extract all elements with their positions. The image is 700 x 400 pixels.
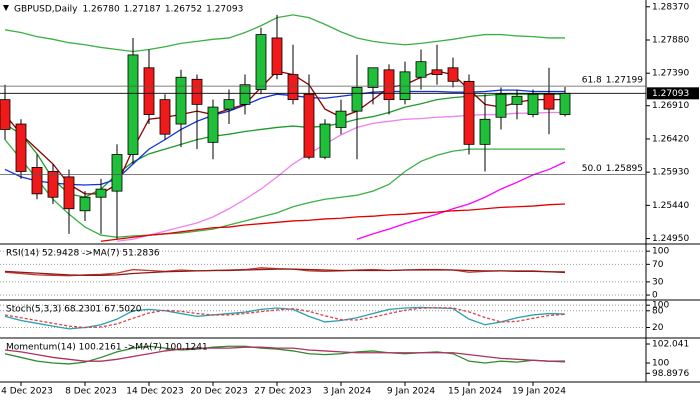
y-tick-label: 1.27390 — [652, 69, 689, 79]
y-tick-label: 20 — [652, 323, 664, 333]
candle-body — [207, 106, 219, 143]
y-tick-label: 100 — [652, 359, 669, 369]
candle-body — [463, 80, 475, 145]
indicator-line — [4, 345, 566, 365]
last-price-label: 1.27093 — [652, 89, 689, 99]
candle-body — [399, 71, 411, 101]
candle-body — [111, 154, 123, 192]
y-tick-label: 100 — [652, 247, 669, 257]
candle-body — [511, 95, 523, 105]
candle-body — [495, 93, 507, 118]
candle-body — [95, 188, 107, 198]
indicator-line — [100, 203, 566, 242]
candle-body — [543, 93, 555, 110]
candle-body — [271, 37, 283, 75]
candle-body — [127, 54, 139, 155]
candle-body — [383, 69, 395, 101]
indicator-line — [116, 111, 565, 242]
fib-label: 61.8 — [582, 76, 602, 86]
candle-body — [527, 93, 539, 115]
candle-body — [255, 34, 267, 90]
y-tick-label: 30 — [652, 277, 664, 287]
x-tick-label: 14 Dec 2023 — [126, 387, 184, 397]
x-tick-label: 8 Dec 2023 — [65, 387, 117, 397]
y-tick-label: 70 — [652, 260, 664, 270]
ohlc-label: 1.27187 — [124, 5, 161, 15]
x-tick-label: 9 Jan 2024 — [387, 387, 435, 397]
panel-title: Momentum(14) 100.2161 ->MA(7) 100.1241 — [6, 343, 208, 353]
candle-body — [431, 69, 443, 75]
candle-body — [31, 167, 43, 195]
candle-body — [287, 74, 299, 101]
y-tick-label: 1.25930 — [652, 168, 689, 178]
candle-body — [47, 171, 59, 198]
y-tick-label: 80 — [652, 306, 664, 316]
candle-body — [15, 123, 27, 172]
candle-body — [0, 99, 11, 130]
x-tick-label: 15 Jan 2024 — [448, 387, 502, 397]
candle-body — [223, 99, 235, 110]
x-tick-label: 4 Dec 2023 — [1, 387, 53, 397]
candle-body — [447, 67, 459, 82]
y-tick-label: 0 — [652, 291, 658, 301]
fib-label: 50.0 — [582, 164, 602, 174]
y-tick-label: 1.24950 — [652, 234, 689, 244]
y-tick-label: 1.25440 — [652, 201, 689, 211]
indicator-line — [4, 268, 566, 276]
candle-body — [63, 176, 75, 210]
candle-body — [367, 67, 379, 88]
y-tick-label: 1.27880 — [652, 35, 689, 45]
ohlc-label: 1.26752 — [165, 5, 202, 15]
y-tick-label: 100 — [652, 301, 669, 311]
y-tick-label: 98.8976 — [652, 369, 689, 379]
panel-title: Stoch(5,3,3) 68.2301 67.5020 — [6, 305, 142, 315]
candle-body — [159, 99, 171, 135]
candle-body — [239, 84, 251, 105]
indicator-line — [4, 139, 565, 238]
fib-value: 1.27199 — [606, 76, 643, 86]
candle-body — [143, 67, 155, 115]
title-icon — [3, 5, 9, 11]
y-tick-label: 1.26420 — [652, 134, 689, 144]
x-tick-label: 3 Jan 2024 — [323, 387, 371, 397]
x-tick-label: 19 Jan 2024 — [512, 387, 566, 397]
candle-body — [319, 123, 331, 158]
panel-title: RSI(14) 52.9428 ->MA(7) 51.2836 — [6, 249, 160, 259]
y-tick-label: 102.041 — [652, 340, 689, 350]
indicator-line — [4, 14, 565, 53]
candle-body — [175, 76, 187, 125]
x-tick-label: 20 Dec 2023 — [190, 387, 248, 397]
ohlc-label: 1.27093 — [206, 5, 243, 15]
indicator-line — [356, 161, 566, 240]
indicator-line — [4, 346, 566, 363]
candle-body — [559, 92, 571, 115]
ohlc-label: 1.26780 — [82, 5, 119, 15]
candle-body — [335, 110, 347, 128]
chart-title: GBPUSD,Daily — [14, 5, 78, 15]
y-tick-label: 1.26910 — [652, 101, 689, 111]
last-price-box — [647, 87, 699, 100]
fib-value: 1.25895 — [606, 164, 643, 174]
candle-body — [351, 87, 363, 112]
candle-body — [415, 61, 427, 78]
candle-body — [191, 78, 203, 105]
candle-body — [303, 93, 315, 158]
candle-body — [479, 118, 491, 145]
indicator-line — [4, 306, 566, 330]
x-tick-label: 27 Dec 2023 — [254, 387, 312, 397]
y-tick-label: 1.28370 — [652, 2, 689, 12]
candle-body — [79, 196, 91, 212]
